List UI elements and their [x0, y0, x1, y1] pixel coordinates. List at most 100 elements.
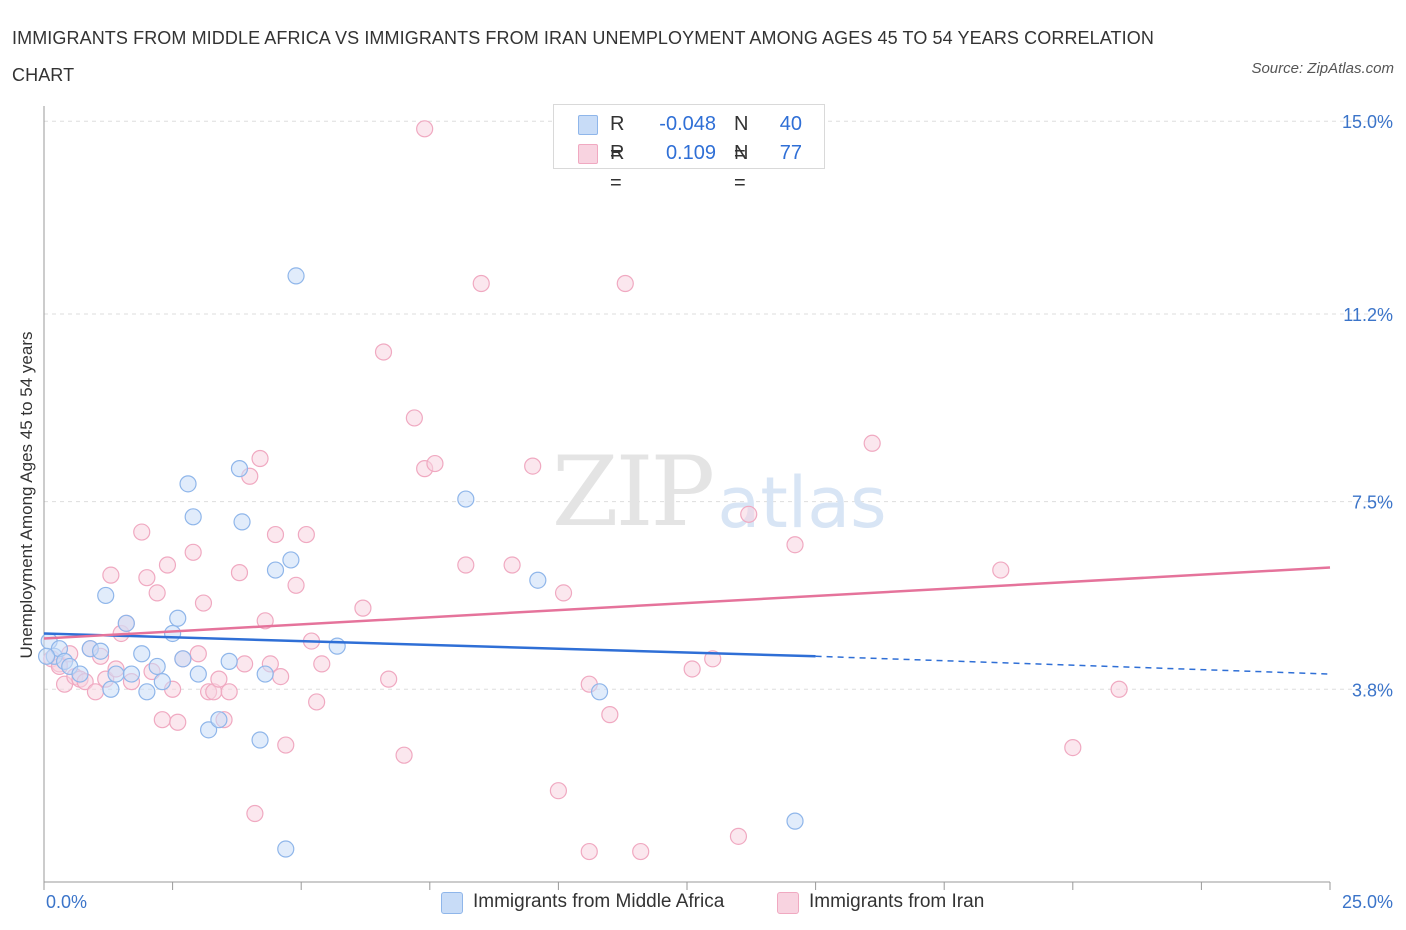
- scatter-point: [282, 551, 300, 569]
- scatter-point: [189, 645, 207, 663]
- bottom-legend-label-middle-africa: Immigrants from Middle Africa: [473, 891, 725, 912]
- scatter-point: [313, 655, 331, 673]
- scatter-point: [272, 667, 290, 686]
- scatter-point: [287, 267, 305, 285]
- watermark: ZIP atlas: [552, 436, 887, 548]
- trend-line: [43, 632, 816, 658]
- scatter-point: [236, 655, 254, 673]
- scatter-point: [416, 120, 434, 138]
- legend-n-label: N =: [734, 113, 749, 165]
- scatter-point: [266, 525, 285, 544]
- scatter-point: [179, 475, 197, 493]
- scatter-point: [601, 706, 619, 724]
- legend-n-value: 40: [779, 113, 802, 135]
- scatter-point: [524, 457, 542, 475]
- y-tick-label: 3.8%: [1352, 680, 1393, 700]
- scatter-point: [148, 584, 166, 602]
- scatter-point: [1110, 680, 1128, 698]
- scatter-point: [133, 645, 151, 663]
- scatter-point: [138, 569, 156, 587]
- y-axis-label: Unemployment Among Ages 45 to 54 years: [17, 331, 36, 659]
- x-tick-label: 25.0%: [1342, 892, 1393, 912]
- scatter-point: [374, 343, 393, 361]
- scatter-point: [632, 842, 650, 861]
- scatter-point: [102, 680, 120, 698]
- scatter-point: [230, 460, 249, 478]
- scatter-point: [1064, 738, 1082, 757]
- scatter-point: [266, 561, 285, 579]
- trend-line: [43, 566, 1331, 640]
- watermark-zip: ZIP: [552, 436, 713, 548]
- axes: [43, 106, 1331, 890]
- scatter-point: [153, 673, 171, 691]
- gridlines: [44, 120, 1390, 690]
- scatter-point: [405, 409, 423, 427]
- scatter-point: [457, 490, 475, 508]
- scatter-point: [251, 449, 269, 468]
- scatter-point: [287, 576, 305, 594]
- scatter-point: [122, 665, 141, 683]
- scatter-point: [158, 556, 177, 574]
- scatter-point: [91, 642, 110, 660]
- source-label: Source: ZipAtlas.com: [1251, 60, 1394, 77]
- legend-r-value: 0.109: [665, 142, 716, 164]
- points: [37, 120, 1128, 861]
- scatter-point: [328, 637, 346, 655]
- legend-swatch-iran: [578, 144, 598, 164]
- scatter-point: [277, 736, 295, 754]
- correlation-legend: R = -0.048 N = 40 R = 0.109 N = 77: [553, 104, 825, 194]
- scatter-point: [395, 746, 413, 764]
- scatter-point: [786, 536, 804, 554]
- scatter-point: [426, 454, 444, 473]
- legend-r-value: -0.048: [659, 113, 716, 135]
- scatter-point: [174, 650, 192, 668]
- scatter-point: [251, 731, 269, 749]
- scatter-point: [616, 274, 634, 293]
- watermark-atlas: atlas: [717, 462, 886, 544]
- scatter-point: [580, 842, 598, 861]
- scatter-point: [194, 594, 213, 612]
- scatter-point: [704, 650, 722, 668]
- bottom-legend-swatch-middle-africa: [441, 892, 463, 914]
- scatter-point: [729, 827, 748, 845]
- legend-r-label: R =: [610, 113, 625, 165]
- scatter-point: [233, 513, 251, 531]
- legend-n-label: N =: [734, 142, 749, 194]
- scatter-point: [786, 812, 804, 830]
- scatter-point: [210, 711, 228, 729]
- x-tick-label: 0.0%: [46, 892, 87, 912]
- scatter-point: [220, 652, 238, 670]
- scatter-point: [148, 657, 166, 676]
- scatter-point: [992, 561, 1010, 579]
- scatter-point: [169, 713, 187, 731]
- scatter-point: [277, 840, 295, 858]
- scatter-point: [107, 665, 125, 683]
- scatter-point: [189, 665, 207, 683]
- tick-labels: 3.8% 7.5% 11.2% 15.0% 0.0% 25.0%: [46, 112, 1393, 912]
- scatter-point: [308, 693, 326, 711]
- y-tick-label: 7.5%: [1352, 493, 1393, 513]
- y-tick-label: 15.0%: [1342, 112, 1393, 132]
- scatter-point: [549, 782, 568, 800]
- legend-swatch-middle-africa: [578, 115, 598, 135]
- scatter-point: [102, 566, 120, 584]
- scatter-point: [354, 599, 372, 617]
- scatter-point: [503, 556, 521, 574]
- legend-r-label: R =: [610, 142, 625, 194]
- scatter-point: [220, 683, 238, 701]
- scatter-point: [230, 564, 249, 582]
- scatter-point: [169, 609, 187, 627]
- scatter-point: [590, 683, 609, 701]
- scatter-point: [210, 670, 228, 688]
- scatter-point: [164, 624, 182, 643]
- legend-n-value: 77: [779, 142, 802, 164]
- scatter-point: [457, 556, 475, 574]
- scatter-point: [153, 711, 171, 729]
- scatter-point: [133, 523, 151, 541]
- bottom-legend-label-iran: Immigrants from Iran: [809, 891, 985, 912]
- scatter-point: [472, 274, 490, 293]
- scatter-point: [380, 670, 398, 688]
- scatter-point: [37, 647, 56, 665]
- scatter-point: [200, 721, 218, 739]
